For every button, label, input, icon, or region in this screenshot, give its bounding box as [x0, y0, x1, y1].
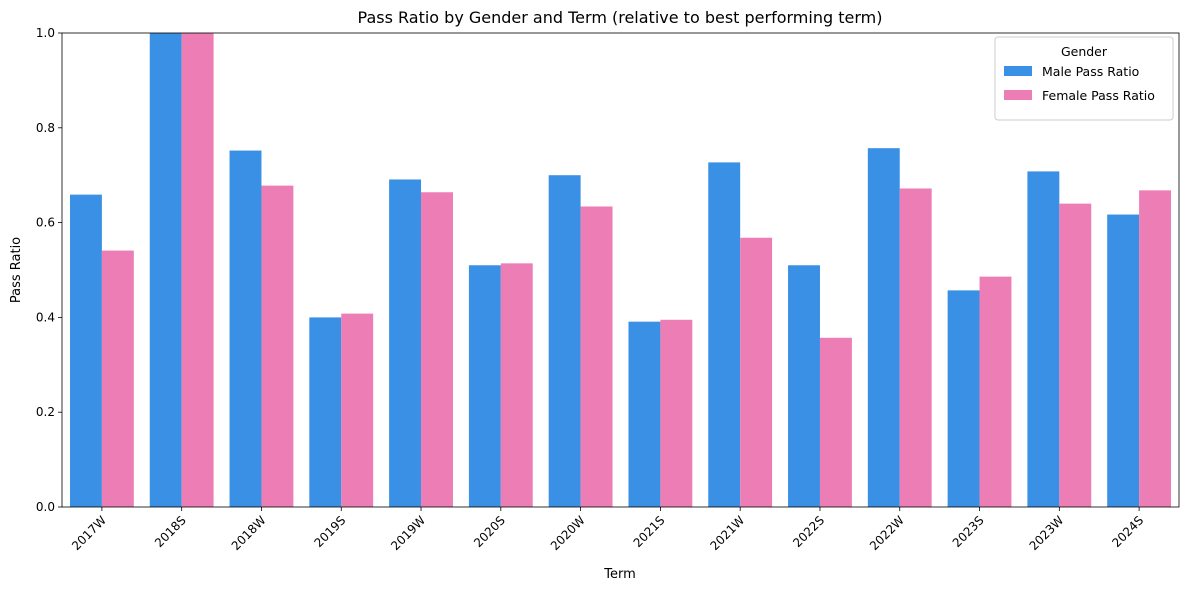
x-tick-label: 2018W [229, 513, 269, 553]
legend-label-female: Female Pass Ratio [1042, 88, 1155, 103]
bar-female-2019w [421, 192, 453, 507]
x-tick-label: 2022W [867, 513, 907, 553]
bar-female-2019s [341, 313, 374, 507]
bar-male-2021s [628, 321, 661, 507]
legend-swatch-male [1004, 66, 1032, 76]
bar-female-2024s [1139, 190, 1172, 508]
bar-male-2020s [468, 265, 501, 507]
bar-female-2023s [979, 276, 1012, 507]
y-tick-label: 1.0 [36, 26, 55, 40]
bars [69, 33, 1172, 508]
bar-female-2023w [1059, 203, 1092, 507]
x-tick-label: 2024S [1109, 513, 1146, 550]
x-tick-label: 2021W [707, 513, 747, 553]
bar-female-2021s [660, 319, 693, 507]
y-tick-label: 0.4 [36, 310, 55, 324]
x-tick-label: 2023W [1027, 513, 1067, 553]
y-axis-ticks: 0.0 0.2 0.4 0.6 0.8 1.0 [36, 26, 62, 514]
bar-female-2020s [500, 263, 533, 507]
bar-male-2021w [708, 162, 741, 508]
x-tick-label: 2020W [548, 513, 588, 553]
x-tick-label: 2019W [388, 513, 428, 553]
y-tick-label: 0.8 [36, 121, 55, 135]
bar-male-2017w [69, 194, 102, 507]
x-axis-label: Term [603, 567, 636, 582]
bar-male-2022w [867, 148, 900, 507]
x-tick-label: 2022S [790, 513, 827, 550]
legend-label-male: Male Pass Ratio [1042, 64, 1139, 79]
x-tick-label: 2018S [152, 513, 189, 550]
bar-male-2024s [1107, 214, 1140, 508]
bar-male-2023s [947, 290, 980, 507]
x-tick-label: 2021S [631, 513, 668, 550]
bar-female-2018w [261, 185, 294, 508]
bar-female-2017w [101, 250, 134, 508]
bar-male-2018s [149, 33, 182, 507]
bar-female-2022w [899, 188, 932, 508]
legend-title: Gender [1061, 44, 1108, 59]
bar-male-2022s [788, 265, 820, 507]
legend: Gender Male Pass Ratio Female Pass Ratio [994, 36, 1174, 121]
x-tick-label: 2019S [311, 513, 348, 550]
bar-male-2019w [389, 179, 422, 507]
y-tick-label: 0.2 [36, 405, 55, 419]
y-tick-label: 0.6 [36, 216, 55, 230]
bar-male-2019s [309, 317, 342, 507]
y-axis-label: Pass Ratio [9, 237, 24, 303]
x-axis-ticks: 2017W 2018S 2018W 2019S 2019W 2020S 2020W 2021S… [69, 507, 1146, 553]
plot-frame [61, 32, 1180, 508]
bar-female-2018s [181, 33, 214, 507]
bar-female-2021w [740, 237, 773, 507]
x-tick-label: 2017W [69, 513, 109, 553]
x-tick-label: 2023S [950, 513, 987, 550]
bar-female-2022s [819, 337, 852, 507]
legend-swatch-female [1004, 90, 1032, 100]
bar-male-2020w [548, 175, 581, 507]
x-tick-label: 2020S [471, 513, 508, 550]
y-tick-label: 0.0 [36, 500, 55, 514]
bar-female-2020w [580, 206, 613, 507]
bar-male-2018w [229, 150, 262, 507]
bar-male-2023w [1027, 171, 1060, 507]
legend-box [994, 36, 1174, 121]
chart-title: Pass Ratio by Gender and Term (relative … [358, 8, 883, 27]
